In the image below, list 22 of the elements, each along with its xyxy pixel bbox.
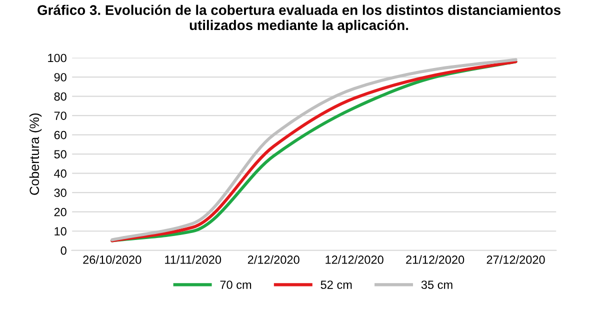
- x-tick-label: 2/12/2020: [248, 255, 300, 264]
- legend-label: 52 cm: [320, 280, 352, 289]
- y-axis-title: Cobertura (%): [29, 113, 42, 195]
- y-tick-label: 40: [54, 169, 66, 178]
- y-tick-label: 90: [54, 73, 66, 82]
- y-tick-label: 70: [54, 112, 66, 120]
- y-tick-label: 30: [54, 188, 66, 197]
- x-tick-label: 27/12/2020: [486, 255, 545, 264]
- legend-label: 70 cm: [220, 280, 252, 289]
- chart-title: Gráfico 3. Evolución de la cobertura evaluada en los distintos distanciamientos utilizados mediante la aplicación.: [38, 4, 560, 33]
- x-tick-label: 11/11/2020: [165, 255, 222, 264]
- y-tick-label: 0: [60, 246, 66, 255]
- y-tick-label: 100: [48, 54, 66, 62]
- x-tick-label: 26/10/2020: [83, 255, 142, 264]
- x-tick-label: 21/12/2020: [406, 255, 464, 264]
- y-tick-label: 20: [54, 208, 66, 216]
- y-tick-label: 80: [54, 92, 66, 101]
- y-tick-label: 10: [54, 227, 66, 236]
- y-tick-label: 60: [54, 130, 66, 140]
- legend-label: 35 cm: [421, 280, 452, 289]
- x-tick-label: 12/12/2020: [326, 255, 384, 264]
- y-tick-label: 50: [54, 150, 66, 158]
